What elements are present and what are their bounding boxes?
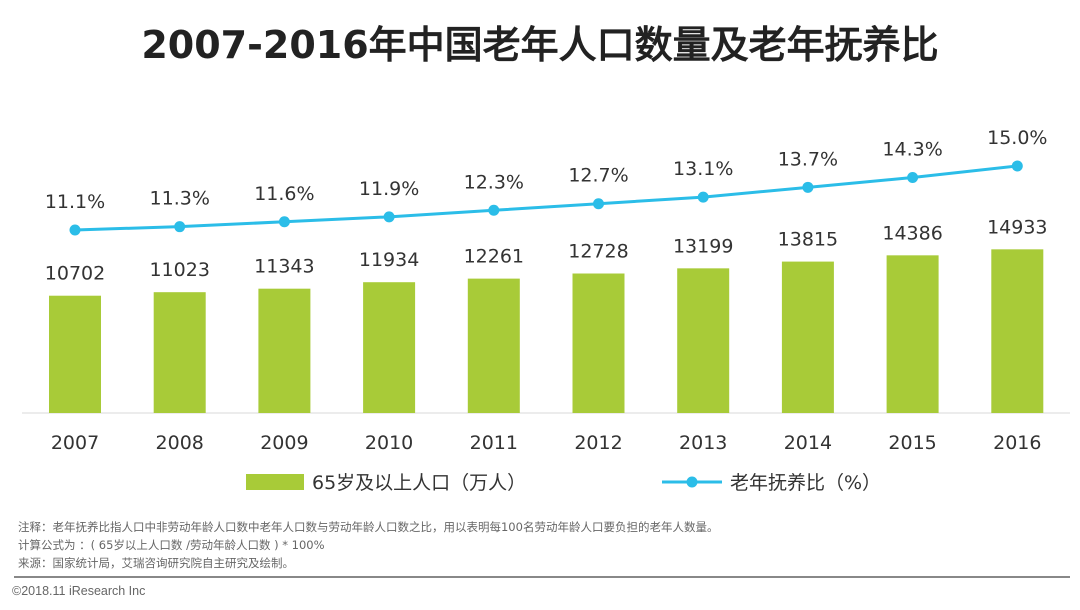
bar-2007 [49,295,101,413]
line-label-2009: 11.6% [254,183,314,205]
chart-title: 2007-2016年中国老年人口数量及老年抚养比 [141,23,939,67]
line-point-2009 [278,216,290,228]
bar-label-2012: 12728 [568,241,628,263]
note-definition: 注释：老年抚养比指人口中非劳动年龄人口数中老年人口数与劳动年龄人口数之比，用以表… [18,520,719,534]
bar-2009 [258,288,311,413]
line-label-2011: 12.3% [464,171,524,193]
divider [14,576,1070,578]
line-point-2012 [593,198,604,210]
line-point-2010 [383,211,395,223]
line-point-2008 [174,221,186,233]
legend-line-label: 老年抚养比（%） [730,472,881,494]
bar-label-2008: 11023 [149,259,209,281]
line-label-2007: 11.1% [45,191,105,213]
bar-label-2011: 12261 [464,246,524,268]
notes: 注释：老年抚养比指人口中非劳动年龄人口数中老年人口数与劳动年龄人口数之比，用以表… [18,518,718,572]
x-tick-2008: 2008 [156,432,204,454]
bar-label-2014: 13815 [778,229,838,251]
bar-2015 [886,255,939,413]
bar-label-2009: 11343 [254,256,314,278]
line-point-2014 [802,181,814,193]
bar-2008 [153,292,206,413]
note-formula: 计算公式为 ：( 65岁以上人口数 /劳动年龄人口数 ) * 100% [18,538,325,552]
x-tick-2010: 2010 [365,432,413,454]
bar-label-2013: 13199 [673,235,733,257]
bar-label-2015: 14386 [882,222,942,244]
line-point-2015 [907,171,919,183]
line-label-2013: 13.1% [673,158,733,180]
x-tick-2015: 2015 [888,432,936,454]
line-label-2015: 14.3% [882,138,942,160]
line-point-2011 [488,204,500,216]
legend-bar-label: 65岁及以上人口（万人） [312,472,526,494]
bar-label-2010: 11934 [359,249,419,271]
x-tick-2016: 2016 [993,432,1041,454]
bar-2010 [363,282,416,413]
chart-svg: 10702 2007 11023 2008 11343 2009 11934 2010 1226… [22,127,1070,494]
line-label-2012: 12.7% [568,165,628,187]
line-series [74,164,1018,232]
x-tick-2009: 2009 [260,432,308,454]
bar-2016 [991,249,1044,413]
line-label-2008: 11.3% [150,188,210,210]
bar-label-2007: 10702 [45,263,105,285]
x-tick-2014: 2014 [784,432,832,454]
line-point-2016 [1011,160,1023,172]
bar-label-2016: 14933 [987,216,1047,238]
bar-2013 [677,268,730,413]
x-tick-2013: 2013 [679,432,727,454]
note-source: 来源：国家统计局，艾瑞咨询研究院自主研究及绘制。 [18,556,294,570]
line-label-2010: 11.9% [359,178,419,200]
bar-2012 [572,273,625,413]
line-label-2016: 15.0% [987,127,1047,149]
line-point-2013 [697,191,709,203]
x-tick-2012: 2012 [574,432,622,454]
bar-2014 [781,261,834,413]
copyright: ©2018.11 iResearch Inc [12,584,146,598]
x-tick-2007: 2007 [51,432,99,454]
line-label-2014: 13.7% [778,148,838,170]
line-point-2007 [69,224,81,236]
legend-bar-swatch [246,474,304,490]
bar-2011 [467,278,520,413]
x-tick-2011: 2011 [470,432,518,454]
legend-line-marker [686,476,698,488]
